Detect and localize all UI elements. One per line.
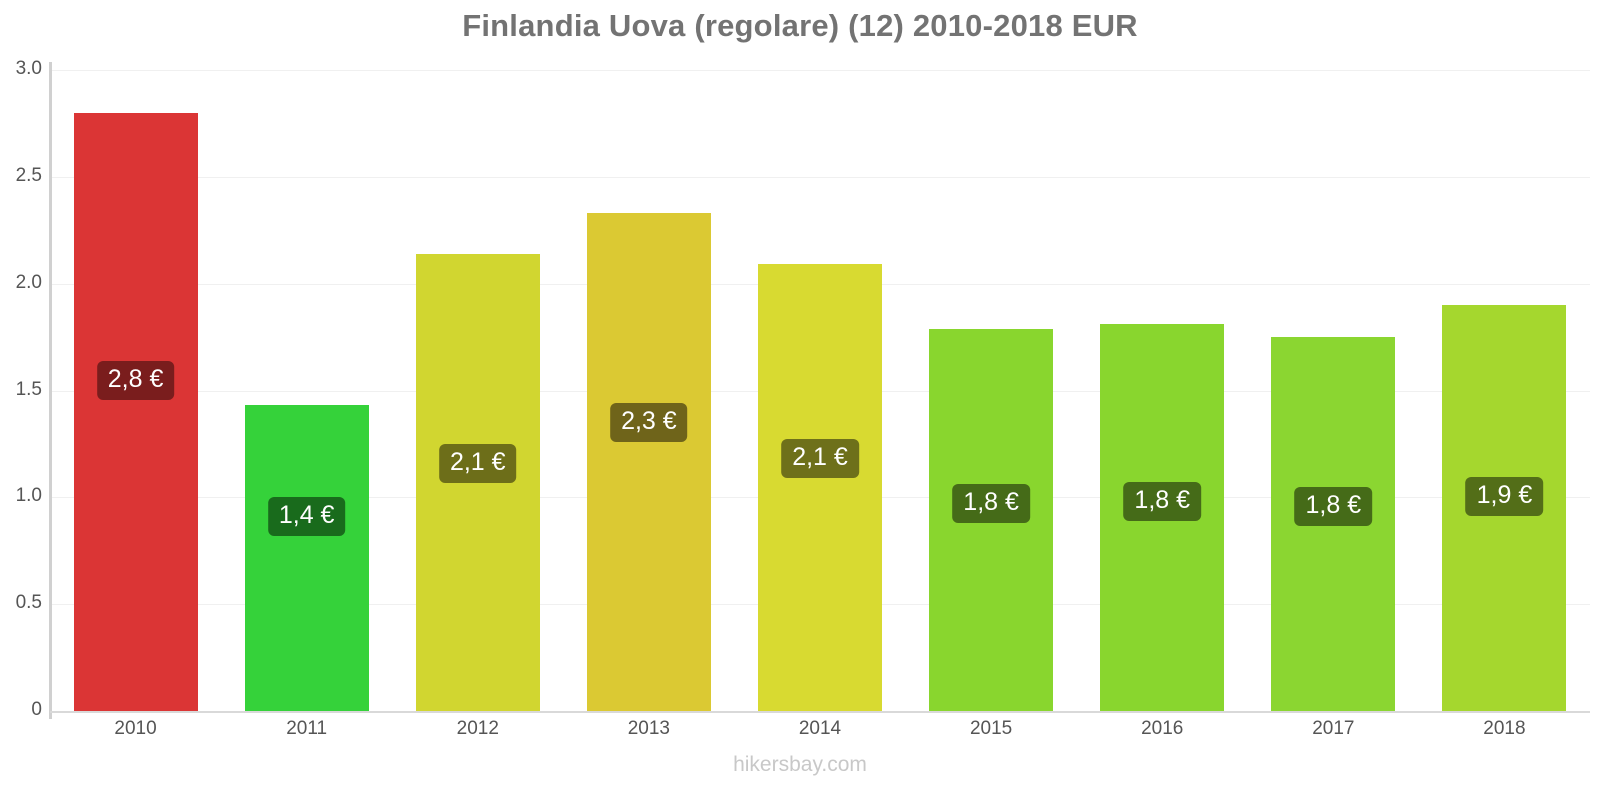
y-axis-tick-label: 2.5 [15,164,42,186]
bar-value-label: 1,8 € [1294,487,1373,527]
x-axis-tick-label: 2010 [114,718,157,739]
x-axis-tick-label: 2015 [969,718,1013,739]
bar-value-label: 1,4 € [267,497,346,537]
x-axis-tick-label: 2017 [1312,718,1355,739]
x-axis-tick-label: 2018 [1483,718,1526,739]
bar[interactable]: 1,9 € [1442,305,1567,711]
bar[interactable]: 1,8 € [929,328,1054,711]
bar[interactable]: 1,8 € [1271,337,1396,711]
bar-value-label: 2,8 € [96,360,175,400]
y-axis-tick-label: 1.0 [15,485,42,507]
y-axis-tick-label: 2.0 [15,271,42,293]
bar[interactable]: 2,1 € [415,253,540,711]
bar-value-label: 1,8 € [952,483,1030,523]
bar[interactable]: 2,1 € [758,264,882,711]
watermark-label: hikersbay.com [733,753,867,776]
bar[interactable]: 2,3 € [586,213,711,711]
bar-value-label: 2,1 € [781,439,859,479]
x-axis-tick-label: 2014 [798,718,842,739]
x-axis-tick-label: 2013 [627,718,671,739]
y-axis-tick-label: 3.0 [15,58,42,79]
x-axis-tick-label: 2016 [1141,718,1184,739]
y-axis-spine [49,62,52,719]
x-axis-spine [50,711,1590,713]
bar[interactable]: 1,4 € [244,405,369,711]
chart-title: Finlandia Uova (regolare) (12) 2010-2018… [462,8,1138,43]
x-axis-tick-label: 2012 [456,718,499,739]
bar-value-label: 2,3 € [610,403,688,443]
y-axis-tick-label: 0.5 [15,592,42,614]
y-axis-tick-label: 0 [31,699,42,720]
gridline [50,176,1590,178]
x-axis-tick-label: 2011 [286,718,328,739]
bar[interactable]: 1,8 € [1100,324,1225,711]
bar-value-label: 1,9 € [1465,477,1544,517]
bar[interactable]: 2,8 € [73,112,198,711]
plot-area: 2,8 € 1,4 € 2,1 € 2,3 € 2,1 € 1,8 € 1,8 € 1,8 €… [50,70,1590,712]
gridline [50,70,1590,71]
bar-value-label: 1,8 € [1123,482,1202,522]
y-axis-tick-label: 1.5 [15,378,42,400]
bar-value-label: 2,1 € [438,443,517,483]
